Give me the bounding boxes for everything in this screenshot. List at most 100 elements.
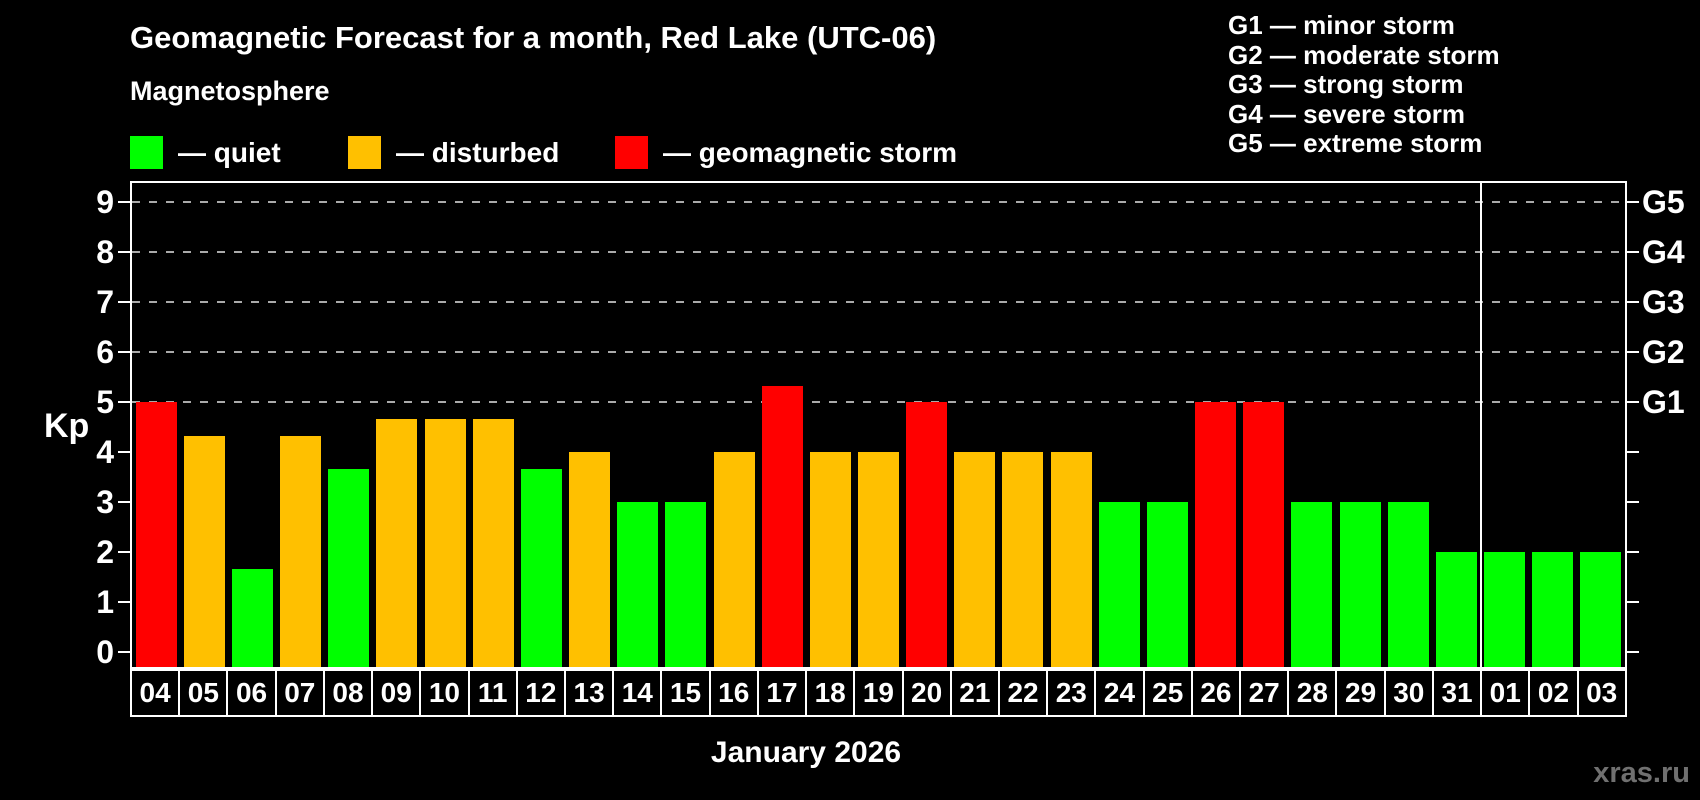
bar-day-29 xyxy=(1339,502,1381,667)
gridline-kp7 xyxy=(132,301,1625,303)
watermark: xras.ru xyxy=(1593,757,1690,789)
x-label-day-07: 07 xyxy=(274,671,323,715)
legend-item-label: — quiet xyxy=(178,136,281,168)
y-tick-label-2: 2 xyxy=(96,534,114,570)
chart-title: Geomagnetic Forecast for a month, Red La… xyxy=(130,20,937,55)
y-tick-left-4 xyxy=(118,451,130,453)
bar-day-07 xyxy=(280,435,322,667)
bar-day-08 xyxy=(328,468,370,667)
y-tick-right-8 xyxy=(1627,251,1639,253)
y-tick-label-4: 4 xyxy=(96,434,114,470)
x-label-day-05: 05 xyxy=(178,671,226,715)
bar-day-01 xyxy=(1484,552,1526,667)
storm-scale-legend: G1 — minor storm G2 — moderate storm G3 — … xyxy=(1228,10,1500,159)
x-label-day-22: 22 xyxy=(997,671,1046,715)
x-label-day-04: 04 xyxy=(139,677,171,708)
bar-day-06 xyxy=(231,568,273,667)
y-tick-label-5: 5 xyxy=(96,384,114,420)
x-label-day-29: 29 xyxy=(1335,671,1383,715)
x-label-day-26: 26 xyxy=(1190,671,1239,715)
bar-day-21 xyxy=(954,452,996,667)
x-label-day-23: 23 xyxy=(1046,671,1094,715)
y-tick-right-6 xyxy=(1627,351,1639,353)
bar-day-30 xyxy=(1387,502,1429,667)
right-axis-label-g1: G1 xyxy=(1642,384,1685,420)
right-axis-label-g3: G3 xyxy=(1642,284,1685,320)
y-tick-left-1 xyxy=(118,601,130,603)
y-tick-right-7 xyxy=(1627,301,1639,303)
x-axis-title: January 2026 xyxy=(710,736,902,769)
x-label-day-01: 01 xyxy=(1480,671,1528,715)
gridline-kp9 xyxy=(132,201,1625,203)
storm-color-swatch xyxy=(615,136,648,169)
legend-item-disturbed: — disturbed xyxy=(348,136,559,169)
legend-item-label: — geomagnetic storm xyxy=(663,136,958,168)
bar-day-26 xyxy=(1195,402,1237,667)
x-axis-label-row: 04 05 06 07 08 09 10 11 12 13 14 15 16 17 18 19 20 21 22 23… xyxy=(130,669,1627,717)
y-tick-label-9: 9 xyxy=(96,184,114,220)
bar-day-14 xyxy=(617,502,659,667)
plot-area: 0 1 2 3 4 5 6 7 8 9 G1 G2 G3 G4 G5 xyxy=(96,181,1685,669)
y-tick-right-1 xyxy=(1627,601,1639,603)
bar-day-25 xyxy=(1146,502,1188,667)
bar-day-16 xyxy=(713,452,755,667)
x-label-day-16: 16 xyxy=(708,671,757,715)
x-label-day-14: 14 xyxy=(612,671,660,715)
bar-day-19 xyxy=(858,452,899,667)
bar-day-15 xyxy=(665,502,707,667)
disturbed-color-swatch xyxy=(348,136,381,169)
bar-day-03 xyxy=(1580,552,1622,667)
y-tick-right-3 xyxy=(1627,501,1639,503)
gridline-kp5 xyxy=(132,401,1625,403)
bar-day-09 xyxy=(376,418,418,667)
quiet-color-swatch xyxy=(130,136,163,169)
bar-day-12 xyxy=(520,468,562,667)
bar-day-04 xyxy=(135,402,177,667)
bar-day-02 xyxy=(1532,552,1574,667)
legend-heading: Magnetosphere xyxy=(130,76,330,106)
x-label-day-03: 03 xyxy=(1576,671,1625,715)
y-tick-label-3: 3 xyxy=(96,484,114,520)
bar-day-22 xyxy=(1002,452,1044,667)
bar-day-20 xyxy=(906,402,948,667)
y-tick-label-7: 7 xyxy=(96,284,114,320)
x-label-day-17: 17 xyxy=(756,671,805,715)
bar-day-10 xyxy=(424,418,466,667)
x-label-day-19: 19 xyxy=(853,671,901,715)
y-tick-left-7 xyxy=(118,301,130,303)
storm-scale-line-g4: G4 — severe storm xyxy=(1228,98,1466,129)
storm-scale-line-g5: G5 — extreme storm xyxy=(1228,128,1483,159)
legend-item-quiet: — quiet xyxy=(130,136,281,169)
y-tick-label-8: 8 xyxy=(96,234,114,270)
bar-day-31 xyxy=(1435,552,1477,667)
y-tick-label-0: 0 xyxy=(96,634,114,670)
x-label-day-28: 28 xyxy=(1287,671,1335,715)
x-label-day-13: 13 xyxy=(563,671,612,715)
bar-day-28 xyxy=(1291,502,1333,667)
x-label-day-08: 08 xyxy=(322,671,371,715)
bar-day-17 xyxy=(761,385,803,667)
storm-scale-line-g1: G1 — minor storm xyxy=(1228,10,1455,40)
x-label-day-06: 06 xyxy=(226,671,274,715)
x-label-day-21: 21 xyxy=(949,671,998,715)
y-axis-title: Kp xyxy=(44,407,90,445)
y-tick-right-5 xyxy=(1627,401,1639,403)
bar-day-18 xyxy=(809,452,851,667)
right-axis-label-g5: G5 xyxy=(1642,184,1685,220)
bar-day-23 xyxy=(1050,452,1092,667)
bar-day-24 xyxy=(1098,502,1140,667)
y-tick-left-2 xyxy=(118,551,130,553)
y-tick-right-4 xyxy=(1627,451,1639,453)
x-label-day-12: 12 xyxy=(515,671,564,715)
y-tick-label-1: 1 xyxy=(96,584,114,620)
y-tick-left-6 xyxy=(118,351,130,353)
bar-day-27 xyxy=(1243,402,1285,667)
y-tick-label-6: 6 xyxy=(96,334,114,370)
y-tick-left-8 xyxy=(118,251,130,253)
bar-day-13 xyxy=(569,452,611,667)
bar-day-11 xyxy=(472,418,514,667)
month-divider-line xyxy=(1479,183,1482,667)
storm-scale-line-g2: G2 — moderate storm xyxy=(1228,39,1500,70)
legend-item-label: — disturbed xyxy=(396,136,560,168)
